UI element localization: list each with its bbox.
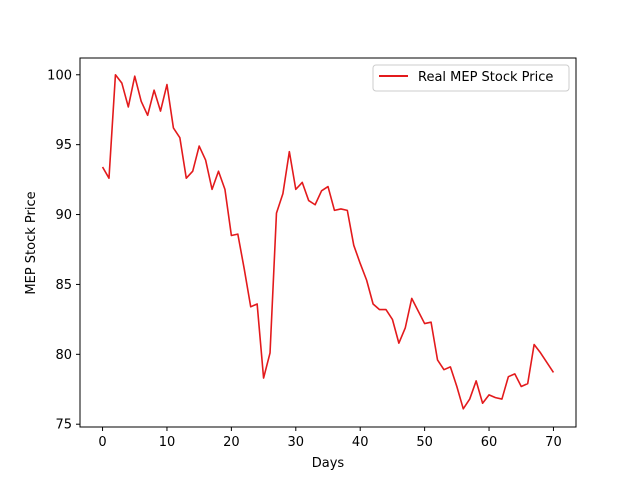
y-tick-label: 80 (55, 348, 72, 363)
x-tick-label: 10 (159, 435, 176, 450)
x-tick-label: 40 (352, 435, 369, 450)
y-tick-label: 90 (55, 208, 72, 223)
axes-frame (79, 57, 577, 428)
x-tick-label: 20 (223, 435, 240, 450)
y-tick-label: 100 (47, 68, 72, 83)
y-tick-label: 95 (55, 138, 72, 153)
legend-label: Real MEP Stock Price (418, 70, 553, 85)
y-tick-label: 85 (55, 278, 72, 293)
x-tick-label: 30 (288, 435, 305, 450)
series-lines (101, 73, 555, 410)
axis-ticks: 0 10 20 30 40 50 60 70 75 80 85 90 95 100 (47, 68, 562, 450)
series-line-0 (101, 73, 555, 410)
x-tick-label: 50 (416, 435, 433, 450)
x-tick-label: 70 (545, 435, 562, 450)
x-tick-label: 60 (481, 435, 498, 450)
x-axis-label: Days (312, 456, 345, 471)
y-axis-label: MEP Stock Price (24, 191, 39, 294)
x-tick-label: 0 (98, 435, 106, 450)
y-tick-label: 75 (55, 418, 72, 433)
legend: Real MEP Stock Price (372, 64, 570, 92)
legend-box (372, 64, 570, 92)
